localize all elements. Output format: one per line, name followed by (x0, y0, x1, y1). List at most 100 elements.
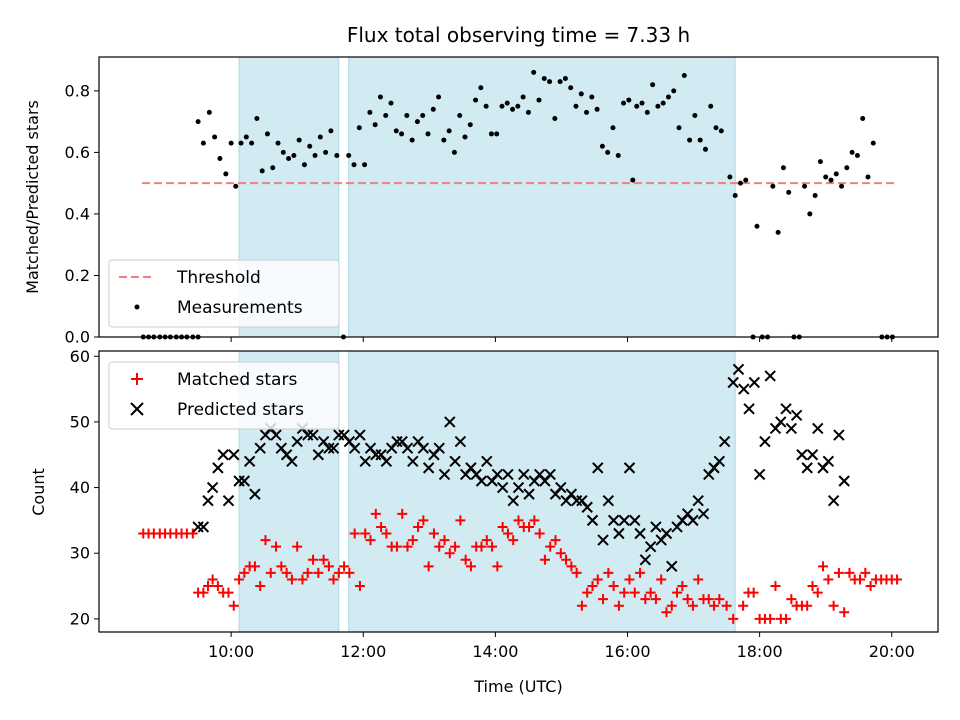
matched-point (770, 581, 781, 592)
predicted-point (650, 521, 662, 533)
matched-point (308, 554, 319, 565)
matched-point (260, 535, 271, 546)
measurement-point (228, 140, 234, 146)
x-tick-label: 16:00 (604, 642, 650, 661)
predicted-point (323, 442, 335, 454)
measurement-point (488, 131, 494, 137)
matched-point (476, 541, 487, 552)
matched-point (497, 521, 508, 532)
measurement-point (833, 171, 839, 177)
measurement-point (568, 85, 574, 91)
observing-windows (238, 350, 736, 633)
measurement-point (259, 168, 265, 174)
predicted-point (202, 494, 214, 507)
predicted-point (454, 435, 467, 448)
chart-title: Flux total observing time = 7.33 h (347, 23, 690, 47)
measurement-point (754, 223, 760, 229)
measurement-point (346, 152, 352, 158)
predicted-point (212, 462, 224, 474)
measurement-point (238, 140, 244, 146)
predicted-point (512, 481, 525, 494)
x-tick-label: 18:00 (737, 642, 783, 661)
measurement-point (356, 125, 362, 131)
measurement-point (467, 122, 473, 128)
matched-point (613, 600, 624, 611)
measurement-point (547, 79, 553, 85)
measurement-point (621, 100, 627, 106)
measurement-point (243, 134, 249, 140)
matched-point (844, 567, 855, 578)
matched-point (487, 541, 498, 552)
measurement-point (737, 180, 743, 186)
predicted-point (759, 435, 771, 448)
predicted-point (697, 508, 710, 520)
measurement-point (584, 109, 590, 115)
matched-point (203, 581, 214, 592)
measurement-point (388, 100, 394, 106)
measurement-point (525, 109, 531, 115)
matched-point (276, 561, 287, 572)
measurement-point (377, 94, 383, 100)
measurement-point (430, 106, 436, 112)
measurement-point (844, 165, 850, 171)
measurement-point (860, 116, 866, 122)
matched-point (619, 587, 630, 598)
measurement-point (854, 152, 860, 158)
legend-frame (108, 361, 340, 430)
measurement-point (828, 177, 834, 183)
predicted-point (785, 422, 798, 435)
matched-point (481, 535, 492, 546)
measurement-point (296, 137, 302, 143)
measurement-point (372, 122, 378, 128)
measurement-point (775, 229, 781, 235)
matched-point (428, 528, 439, 539)
predicted-point (197, 521, 210, 533)
measurement-point (206, 109, 212, 115)
matched-point (828, 600, 839, 611)
measurement-point (451, 149, 457, 155)
measurement-point (665, 94, 671, 100)
matched-point (721, 600, 732, 611)
predicted-point (206, 481, 219, 494)
matched-point (365, 535, 376, 546)
measurement-point (249, 140, 255, 146)
predicted-point (348, 442, 361, 454)
y-tick-label: 0.6 (65, 143, 90, 162)
matched-point (297, 574, 308, 585)
measurement-point (702, 146, 708, 152)
matched-point (818, 561, 829, 572)
measurement-point (510, 106, 516, 112)
predicted-point (449, 455, 461, 468)
predicted-point (764, 370, 776, 382)
measurement-point (362, 162, 368, 168)
measurement-point (634, 103, 640, 109)
y-tick-label: 0.0 (65, 328, 90, 347)
matched-point (370, 508, 381, 519)
matched-point (434, 541, 445, 552)
matched-point (672, 587, 683, 598)
measurement-point (660, 100, 666, 106)
measurement-point (655, 103, 661, 109)
matched-point (198, 587, 209, 598)
matched-point (502, 528, 513, 539)
legend-predicted-swatch (130, 402, 144, 416)
matched-point (228, 600, 239, 611)
matched-point (402, 541, 413, 552)
predicted-point (422, 462, 435, 474)
measurement-point (317, 134, 323, 140)
measurement-point (732, 192, 738, 198)
predicted-point (544, 468, 556, 481)
measurement-point (275, 140, 281, 146)
measurement-point (849, 149, 855, 155)
matched-point (508, 535, 519, 546)
predicted-point (307, 429, 319, 441)
measurement-point (404, 112, 410, 118)
legend-matched-swatch (131, 373, 143, 385)
measurement-point (812, 192, 818, 198)
matched-point (703, 594, 714, 605)
predicted-point (806, 449, 819, 461)
measurement-point (446, 128, 452, 134)
matched-point (833, 567, 844, 578)
matched-point (223, 587, 234, 598)
predicted-point (481, 455, 493, 468)
